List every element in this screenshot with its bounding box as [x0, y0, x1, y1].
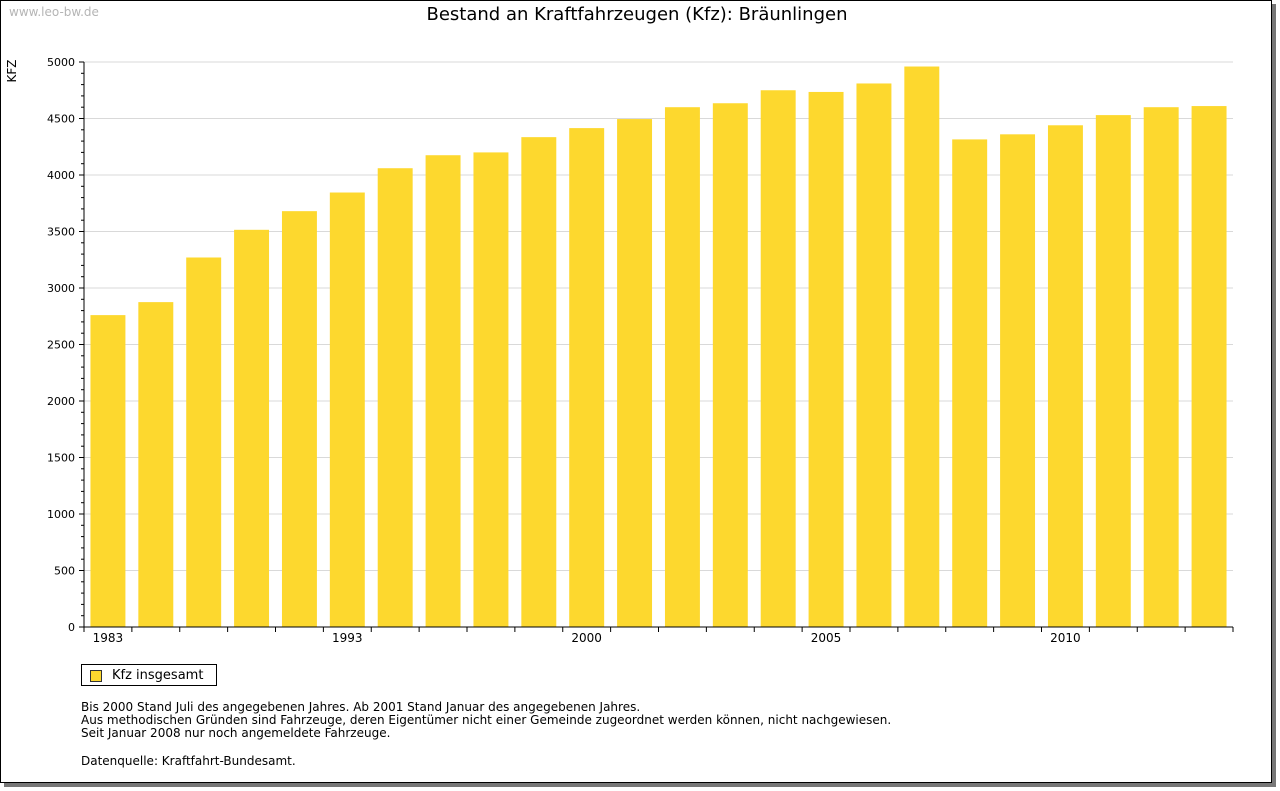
bar — [856, 83, 892, 628]
bar — [760, 90, 796, 627]
legend: Kfz insgesamt — [81, 664, 217, 686]
bar — [234, 229, 270, 627]
y-tick-label: 2500 — [47, 339, 75, 352]
bar-chart: 0 500 1000 1500 2000 2500 3000 3500 4000 4500 5000… — [5, 56, 1234, 645]
bar — [329, 192, 365, 627]
y-tick-label: 0 — [68, 621, 75, 634]
y-tick-label: 3500 — [47, 226, 75, 239]
bar — [712, 103, 748, 628]
bar — [425, 155, 461, 627]
legend-swatch — [90, 670, 102, 682]
bar — [138, 302, 174, 627]
bar — [186, 257, 222, 627]
y-tick-label: 4000 — [47, 169, 75, 182]
x-tick-label: 1993 — [332, 631, 363, 645]
footnotes: Bis 2000 Stand Juli des angegebenen Jahr… — [81, 701, 891, 740]
bar — [1095, 115, 1131, 628]
bar — [473, 152, 509, 627]
bar — [952, 139, 988, 627]
bar — [1000, 134, 1036, 627]
bar — [377, 168, 413, 627]
footnote-line: Seit Januar 2008 nur noch angemeldete Fa… — [81, 726, 391, 740]
y-tick-label: 500 — [54, 565, 75, 578]
x-tick-label: 2000 — [571, 631, 602, 645]
footnote-line: Bis 2000 Stand Juli des angegebenen Jahr… — [81, 700, 641, 714]
y-tick-label: 5000 — [47, 56, 75, 69]
chart-title: Bestand an Kraftfahrzeugen (Kfz): Bräunl… — [426, 4, 848, 25]
bar — [1143, 107, 1179, 627]
x-tick-label: 1983 — [93, 631, 124, 645]
bar — [1047, 125, 1083, 627]
x-tick-label: 2005 — [811, 631, 842, 645]
bar — [569, 128, 605, 627]
footnote-line: Aus methodischen Gründen sind Fahrzeuge,… — [81, 713, 892, 727]
bar — [617, 119, 653, 627]
y-tick-label: 3000 — [47, 282, 75, 295]
bar — [808, 91, 844, 627]
y-tick-label: 4500 — [47, 113, 75, 126]
bar — [904, 66, 940, 627]
x-tick-label: 2010 — [1050, 631, 1081, 645]
legend-label: Kfz insgesamt — [112, 668, 204, 683]
data-source: Datenquelle: Kraftfahrt-Bundesamt. — [81, 754, 296, 768]
y-axis-label: KFZ — [5, 60, 19, 83]
y-tick-label: 1500 — [47, 452, 75, 465]
y-tick-label: 2000 — [47, 395, 75, 408]
bar — [664, 107, 700, 627]
watermark: www.leo-bw.de — [9, 5, 99, 19]
y-tick-label: 1000 — [47, 508, 75, 521]
bar — [1191, 106, 1227, 627]
bar — [90, 315, 126, 627]
bar — [281, 211, 317, 627]
bar — [521, 137, 557, 627]
